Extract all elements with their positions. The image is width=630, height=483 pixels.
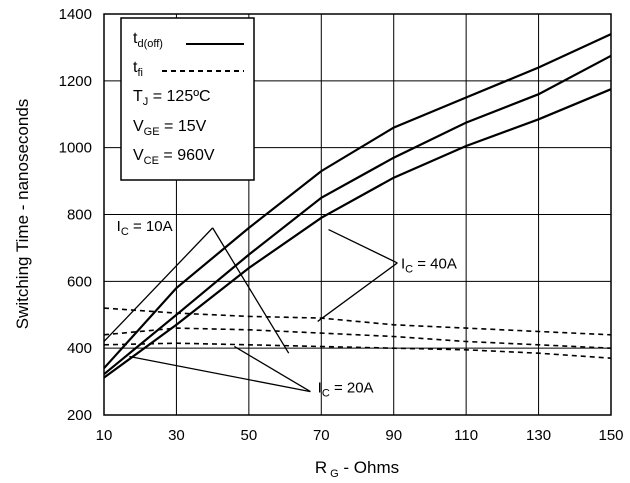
legend-entry-tfi: tfi [133,59,143,79]
grid [103,13,612,416]
x-tick-label: 90 [385,427,402,444]
y-tick-label: 600 [67,273,92,290]
annotations: IC = 10A IC = 40A IC = 20A [103,218,457,399]
annotation-leader [129,355,311,393]
tfi-line-5 [103,327,612,349]
annotation-leader [212,227,290,354]
tfi-line-6 [103,342,612,359]
y-tick-label: 1000 [59,140,92,157]
x-tick-label: 150 [598,427,623,444]
x-tick-label: 30 [168,427,185,444]
annotation-label-1: IC = 10A [117,218,173,238]
tdoff-line-3 [103,88,612,379]
x-tick-label: 10 [96,427,113,444]
annotation-label-3: IC = 20A [318,379,374,399]
legend-entry-tdoff: td(off) [133,30,163,50]
x-tick-label: 130 [526,427,551,444]
y-tick-label: 1200 [59,73,92,90]
y-axis-title: Switching Time - nanoseconds [13,99,32,330]
tdoff-line-2 [103,54,612,376]
tick-labels: 10 30 50 70 90 110 130 150 200 400 600 800 1000 1200 1… [59,6,624,444]
tfi-line-4 [103,307,612,336]
annotation-leader [328,228,398,264]
y-tick-label: 1400 [59,6,92,23]
annotation-leader [103,227,214,342]
plot-frame [103,13,612,416]
x-tick-label: 110 [454,427,478,444]
x-tick-label: 70 [313,427,330,444]
legend: td(off) tfi TJ = 125ºC VGE = 15V VCE = 9… [120,17,255,181]
annotation-leader [234,345,311,393]
legend-condition-vge: VGE = 15V [133,118,207,138]
y-tick-label: 200 [67,407,92,424]
annotation-leader [317,262,398,322]
y-tick-label: 800 [67,207,92,224]
y-tick-label: 400 [67,340,92,357]
legend-condition-vce: VCE = 960V [133,147,215,167]
legend-condition-tj: TJ = 125ºC [133,88,211,108]
series-lines [103,33,612,379]
x-tick-label: 50 [241,427,258,444]
tdoff-line-1 [103,33,612,369]
annotation-label-2: IC = 40A [401,256,457,276]
